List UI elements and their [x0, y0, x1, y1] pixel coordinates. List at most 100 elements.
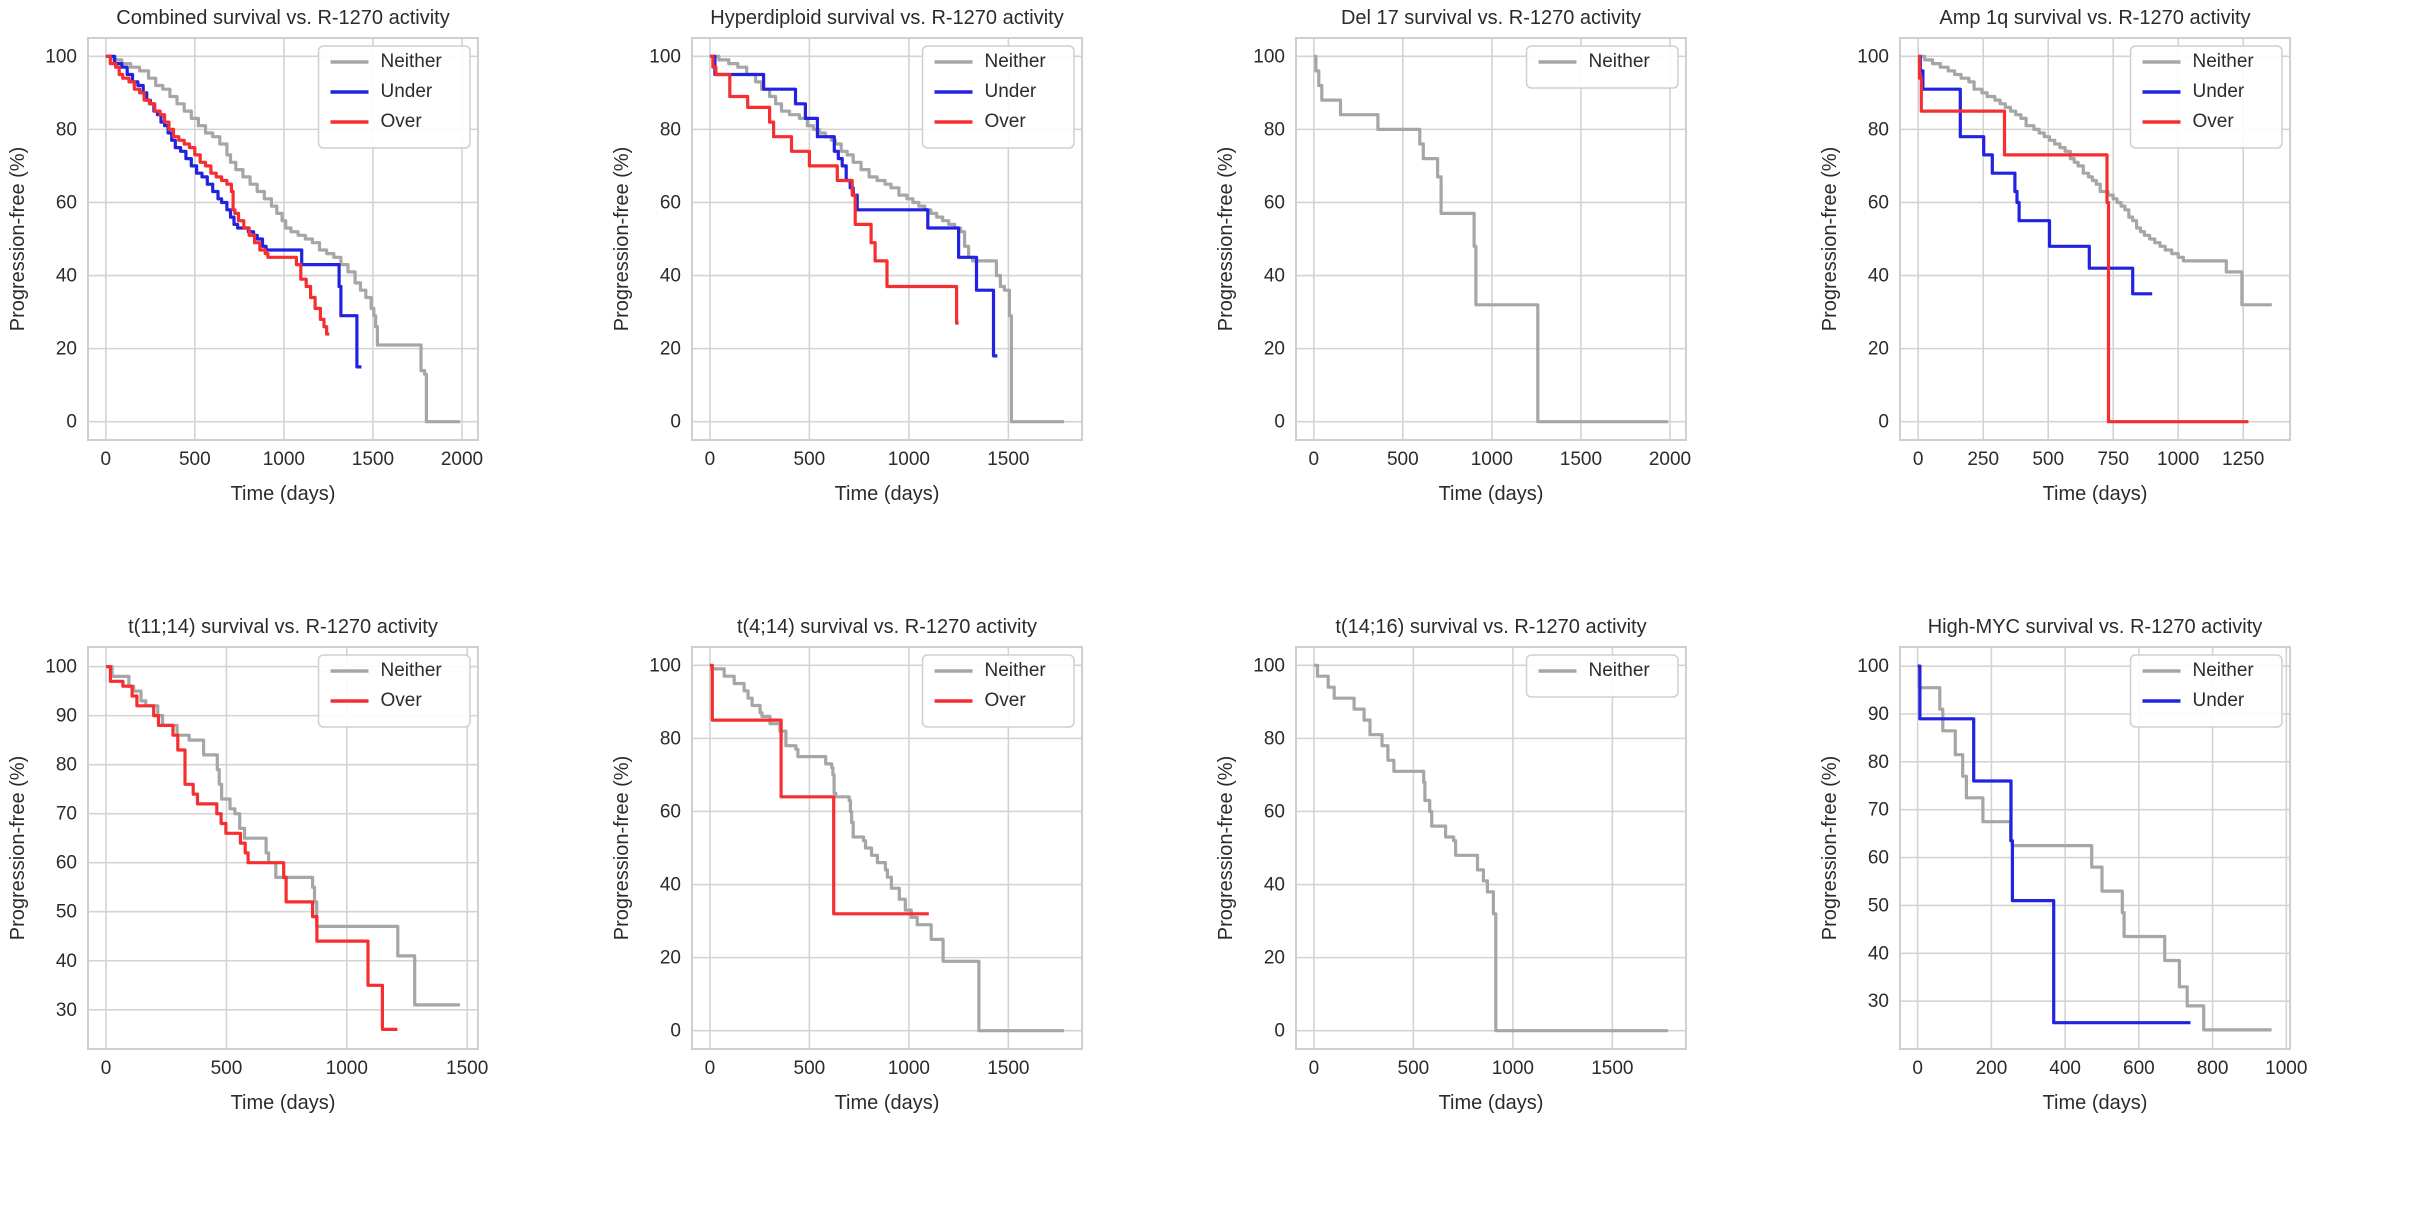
x-tick-label: 500: [211, 1058, 243, 1079]
legend: Neither: [1525, 45, 1679, 89]
km-chart: 0 500 1000 1500 0 20 40 60 80 100 t(4;14) survival…: [611, 616, 1083, 1114]
x-tick-label: 1000: [1492, 1058, 1534, 1079]
x-tick-label: 500: [179, 449, 211, 470]
x-tick-label: 1000: [888, 449, 930, 470]
chart-title: Combined survival vs. R-1270 activity: [116, 7, 449, 29]
y-axis-label: Progression-free (%): [1215, 756, 1237, 941]
x-tick-label: 1500: [987, 449, 1029, 470]
grid: [1900, 647, 2290, 1049]
legend-label-over: Over: [985, 111, 1027, 132]
x-axis-label: Time (days): [835, 483, 940, 505]
series-over-curve: [1917, 54, 2249, 424]
subplot-t14-16: 0 500 1000 1500 0 20 40 60 80 100 t(14;16) surviva…: [1208, 609, 1812, 1218]
legend: Neither Over: [921, 654, 1075, 728]
series-under-curve: [105, 54, 362, 369]
x-tick-label: 500: [1398, 1058, 1430, 1079]
legend-label-over: Over: [381, 111, 423, 132]
y-tick-label: 100: [1253, 46, 1285, 67]
y-tick-label: 60: [56, 853, 77, 874]
y-tick-label: 60: [56, 192, 77, 213]
x-tick-label: 2000: [441, 449, 483, 470]
x-tick-label: 500: [1387, 449, 1419, 470]
y-tick-label: 100: [1253, 655, 1285, 676]
x-axis-label: Time (days): [231, 1092, 336, 1114]
legend-box: [1525, 654, 1679, 698]
x-tick-label: 0: [1309, 1058, 1320, 1079]
y-tick-label: 40: [1264, 266, 1285, 287]
legend-label-neither: Neither: [381, 660, 443, 681]
y-tick-label: 80: [660, 728, 681, 749]
legend-label-neither: Neither: [1589, 660, 1651, 681]
chart-title: Amp 1q survival vs. R-1270 activity: [1939, 7, 2250, 29]
x-tick-label: 500: [2032, 449, 2064, 470]
subplot-amp1q: 0 250 500 750 1000 1250 0 20 40 60 80 100 Amp 1q sur…: [1812, 0, 2416, 609]
y-tick-label: 0: [1878, 412, 1889, 433]
plot-border: [1295, 37, 1687, 441]
y-tick-label: 50: [56, 902, 77, 923]
y-tick-label: 100: [45, 46, 77, 67]
x-tick-label: 0: [101, 449, 112, 470]
series-over-curve: [105, 54, 330, 336]
series-neither-curve: [709, 54, 1065, 424]
y-tick-label: 20: [660, 339, 681, 360]
y-tick-label: 60: [1868, 192, 1889, 213]
legend: Neither Under Over: [2129, 45, 2283, 149]
chart-title: t(14;16) survival vs. R-1270 activity: [1335, 616, 1646, 638]
subplot-del17: 0 500 1000 1500 2000 0 20 40 60 80 100 Del 17 survi…: [1208, 0, 1812, 609]
grid: [1296, 38, 1686, 440]
legend-box: [1525, 45, 1679, 89]
plot-border: [1899, 37, 2291, 441]
y-tick-label: 40: [660, 875, 681, 896]
y-tick-label: 50: [1868, 895, 1889, 916]
plot-border: [87, 37, 479, 441]
x-axis-label: Time (days): [2043, 1092, 2148, 1114]
y-tick-label: 70: [56, 804, 77, 825]
series-under-curve: [709, 54, 998, 358]
legend-label-neither: Neither: [985, 51, 1047, 72]
y-tick-label: 90: [1868, 704, 1889, 725]
x-tick-label: 0: [705, 1058, 716, 1079]
legend: Neither Over: [317, 654, 471, 728]
y-tick-label: 0: [66, 412, 77, 433]
y-tick-label: 80: [1868, 119, 1889, 140]
y-tick-label: 20: [56, 339, 77, 360]
plot-border: [1295, 646, 1687, 1050]
y-axis-label: Progression-free (%): [611, 756, 633, 941]
subplot-high-myc: 0 200 400 600 800 1000 30 40 50 60 70 80 90 100 High-M…: [1812, 609, 2416, 1218]
x-axis-label: Time (days): [231, 483, 336, 505]
x-tick-label: 200: [1976, 1058, 2008, 1079]
series-neither-curve: [709, 667, 1065, 1033]
series-neither-curve: [106, 665, 460, 1007]
series-over-curve: [709, 54, 959, 325]
legend-label-over: Over: [985, 690, 1027, 711]
x-tick-label: 0: [1913, 449, 1924, 470]
km-chart: 0 500 1000 1500 2000 0 20 40 60 80 100 Combined sur…: [7, 7, 483, 505]
x-tick-label: 1000: [326, 1058, 368, 1079]
x-tick-label: 1500: [1560, 449, 1602, 470]
km-chart: 0 500 1000 1500 0 20 40 60 80 100 Hyperdiploid sur…: [611, 7, 1083, 505]
chart-title: Del 17 survival vs. R-1270 activity: [1341, 7, 1641, 29]
y-tick-label: 40: [1264, 875, 1285, 896]
chart-title: High-MYC survival vs. R-1270 activity: [1928, 616, 2263, 638]
x-tick-label: 1500: [1591, 1058, 1633, 1079]
y-tick-label: 20: [1264, 339, 1285, 360]
y-axis-label: Progression-free (%): [611, 147, 633, 332]
km-chart: 0 500 1000 1500 0 20 40 60 80 100 t(14;16) surviva…: [1215, 616, 1687, 1114]
x-axis-label: Time (days): [1439, 1092, 1544, 1114]
x-tick-label: 750: [2097, 449, 2129, 470]
plot-border: [691, 646, 1083, 1050]
plot-border: [87, 646, 479, 1050]
x-tick-label: 1000: [2265, 1058, 2307, 1079]
x-tick-label: 1250: [2222, 449, 2264, 470]
series-under-curve: [1917, 664, 2191, 1025]
y-tick-label: 0: [1274, 412, 1285, 433]
legend-label-under: Under: [2193, 690, 2245, 711]
x-tick-label: 500: [794, 1058, 826, 1079]
chart-title: t(11;14) survival vs. R-1270 activity: [128, 616, 438, 638]
km-chart: 0 500 1000 1500 30 40 50 60 70 80 90 100 t(11;14) su…: [7, 616, 488, 1114]
x-axis-label: Time (days): [2043, 483, 2148, 505]
y-tick-label: 90: [56, 706, 77, 727]
chart-title: t(4;14) survival vs. R-1270 activity: [737, 616, 1037, 638]
chart-title: Hyperdiploid survival vs. R-1270 activit…: [710, 7, 1063, 29]
